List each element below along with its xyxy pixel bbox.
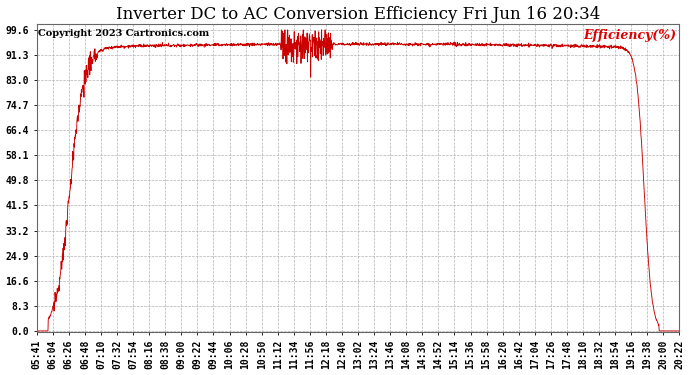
Text: Copyright 2023 Cartronics.com: Copyright 2023 Cartronics.com [38, 29, 209, 38]
Text: Efficiency(%): Efficiency(%) [583, 29, 676, 42]
Title: Inverter DC to AC Conversion Efficiency Fri Jun 16 20:34: Inverter DC to AC Conversion Efficiency … [116, 6, 600, 22]
